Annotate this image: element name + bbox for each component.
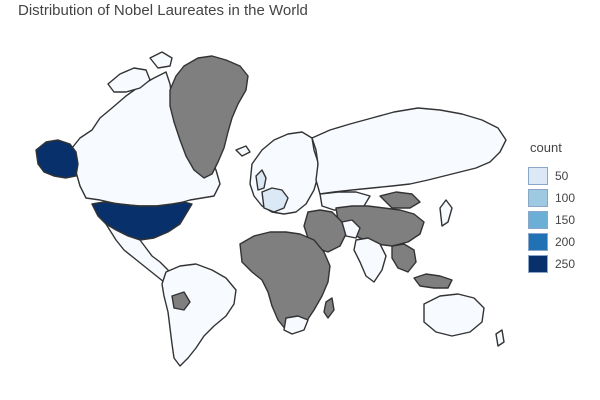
region-south-america[interactable] bbox=[161, 263, 237, 367]
region-france-germany[interactable] bbox=[261, 187, 289, 213]
region-mongolia[interactable] bbox=[379, 191, 421, 209]
region-indonesia[interactable] bbox=[413, 273, 453, 289]
legend-swatch bbox=[528, 189, 548, 207]
region-united-states[interactable] bbox=[91, 201, 193, 241]
region-bolivia[interactable] bbox=[171, 291, 191, 311]
legend-swatch bbox=[528, 233, 548, 251]
region-canada-islands[interactable] bbox=[107, 67, 151, 93]
region-africa[interactable] bbox=[239, 231, 331, 331]
region-greenland[interactable] bbox=[169, 55, 249, 179]
legend-title: count bbox=[530, 140, 562, 155]
region-south-africa[interactable] bbox=[283, 315, 309, 335]
region-india[interactable] bbox=[353, 237, 387, 283]
legend-label: 50 bbox=[555, 169, 569, 183]
legend-item[interactable]: 50 bbox=[528, 165, 596, 187]
region-japan[interactable] bbox=[439, 199, 453, 227]
legend-label: 150 bbox=[555, 213, 576, 227]
legend-label: 200 bbox=[555, 235, 576, 249]
legend-label: 250 bbox=[555, 257, 576, 271]
region-southeast-asia[interactable] bbox=[391, 243, 417, 273]
region-new-zealand[interactable] bbox=[495, 329, 505, 347]
region-canada-islands-2[interactable] bbox=[149, 51, 173, 69]
legend-swatch bbox=[528, 255, 548, 273]
legend-item[interactable]: 200 bbox=[528, 231, 596, 253]
legend-swatch bbox=[528, 167, 548, 185]
legend-label: 100 bbox=[555, 191, 576, 205]
region-madagascar[interactable] bbox=[323, 297, 335, 319]
region-australia[interactable] bbox=[423, 293, 485, 337]
region-alaska[interactable] bbox=[35, 139, 79, 179]
region-iceland[interactable] bbox=[235, 145, 251, 157]
region-russia[interactable] bbox=[311, 107, 507, 195]
region-united-kingdom[interactable] bbox=[255, 169, 267, 191]
legend-item[interactable]: 100 bbox=[528, 187, 596, 209]
map-title: Distribution of Nobel Laureates in the W… bbox=[18, 2, 308, 19]
legend-swatch bbox=[528, 211, 548, 229]
region-iran[interactable] bbox=[341, 219, 361, 239]
legend-item[interactable]: 250 bbox=[528, 253, 596, 275]
legend: count 50 100 150 200 250 bbox=[528, 140, 596, 275]
legend-item[interactable]: 150 bbox=[528, 209, 596, 231]
